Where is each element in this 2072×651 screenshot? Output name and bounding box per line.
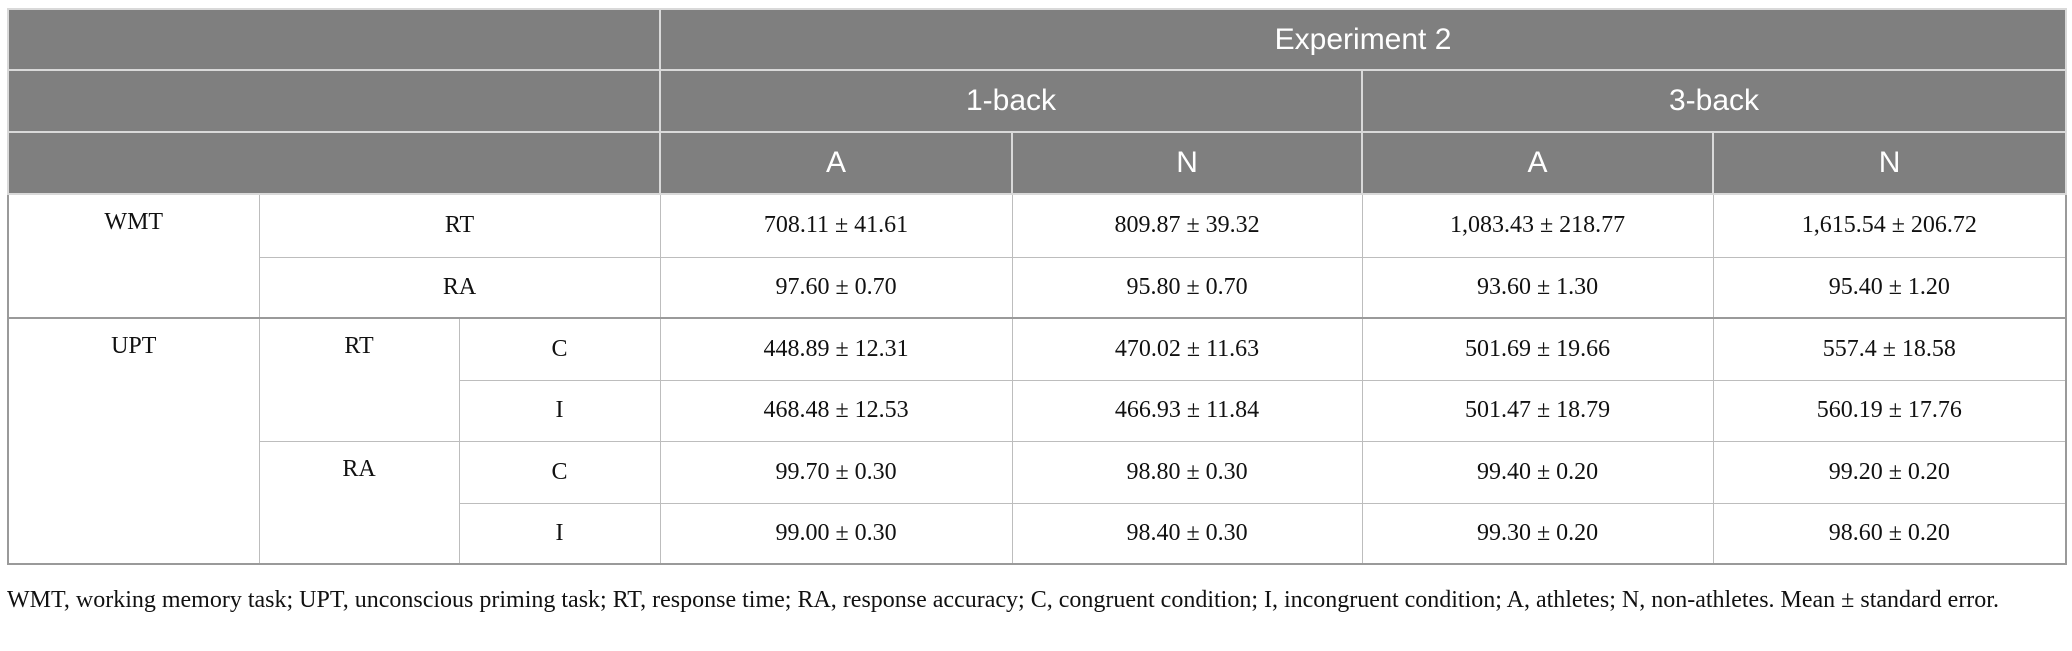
cell-value: 98.60 ± 0.20	[1712, 502, 2067, 565]
header-blank	[6, 8, 662, 71]
table-row: I 99.00 ± 0.30 98.40 ± 0.30 99.30 ± 0.20 98.…	[8, 502, 2067, 565]
cell-value: 501.69 ± 19.66	[1361, 317, 1714, 381]
task-header: 1-back	[659, 69, 1364, 133]
cell-value: 99.40 ± 0.20	[1361, 440, 1714, 504]
cell-value: 97.60 ± 0.70	[659, 256, 1013, 319]
group-header: A	[1361, 131, 1715, 195]
cell-value: 1,083.43 ± 218.77	[1361, 193, 1714, 258]
data-table: Experiment 2 1-back 3-back A N A N WMT RT 7…	[6, 8, 2068, 565]
table-row: RA 97.60 ± 0.70 95.80 ± 0.70 93.60 ± 1.30 95…	[8, 256, 2067, 319]
cell-value: 809.87 ± 39.32	[1011, 193, 1363, 258]
experiment-header: Experiment 2	[659, 8, 2068, 71]
measure-label: RA	[258, 256, 661, 319]
header-blank	[6, 69, 662, 133]
footnote: WMT, working memory task; UPT, unconscio…	[7, 587, 1999, 613]
cell-value: 98.80 ± 0.30	[1011, 440, 1363, 504]
cell-value: 98.40 ± 0.30	[1011, 502, 1363, 565]
condition-label: C	[458, 317, 661, 381]
cell-value: 470.02 ± 11.63	[1011, 317, 1363, 381]
cell-value: 466.93 ± 11.84	[1011, 379, 1363, 442]
table-row: I 468.48 ± 12.53 466.93 ± 11.84 501.47 ± 18…	[8, 379, 2067, 442]
cell-value: 99.20 ± 0.20	[1712, 440, 2067, 504]
cell-value: 468.48 ± 12.53	[659, 379, 1013, 442]
group-header: N	[1712, 131, 2068, 195]
header-blank	[6, 131, 662, 195]
cell-value: 448.89 ± 12.31	[659, 317, 1013, 381]
cell-value: 501.47 ± 18.79	[1361, 379, 1714, 442]
condition-label: I	[458, 502, 661, 565]
cell-value: 99.00 ± 0.30	[659, 502, 1013, 565]
condition-label: I	[458, 379, 661, 442]
cell-value: 560.19 ± 17.76	[1712, 379, 2067, 442]
cell-value: 1,615.54 ± 206.72	[1712, 193, 2067, 258]
task-label: UPT	[7, 317, 260, 565]
cell-value: 99.30 ± 0.20	[1361, 502, 1714, 565]
task-label: WMT	[7, 193, 260, 319]
cell-value: 557.4 ± 18.58	[1712, 317, 2067, 381]
cell-value: 95.40 ± 1.20	[1712, 256, 2067, 319]
cell-value: 93.60 ± 1.30	[1361, 256, 1714, 319]
task-header: 3-back	[1361, 69, 2068, 133]
table-row: UPT RT C 448.89 ± 12.31 470.02 ± 11.63 501.69…	[7, 317, 2067, 565]
table-row: RA C 99.70 ± 0.30 98.80 ± 0.30 99.40 ± 0.20 9…	[8, 440, 2067, 565]
cell-value: 99.70 ± 0.30	[659, 440, 1013, 504]
table-row: WMT RT 708.11 ± 41.61 809.87 ± 39.32 1,083.4…	[7, 193, 2067, 319]
group-header: A	[659, 131, 1014, 195]
cell-value: 95.80 ± 0.70	[1011, 256, 1363, 319]
condition-label: C	[458, 440, 661, 504]
cell-value: 708.11 ± 41.61	[659, 193, 1013, 258]
measure-label: RT	[258, 317, 460, 442]
measure-label: RA	[258, 440, 460, 565]
group-header: N	[1011, 131, 1364, 195]
measure-label: RT	[258, 193, 661, 258]
